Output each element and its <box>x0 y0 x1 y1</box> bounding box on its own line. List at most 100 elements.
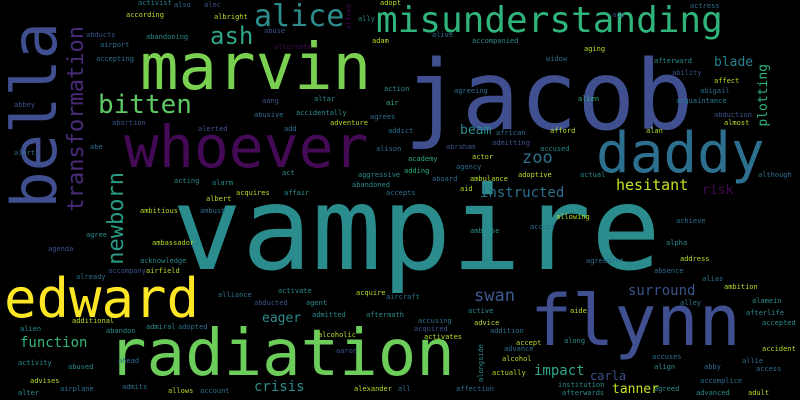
word-agrees: agrees <box>370 113 396 121</box>
word-transformation: transformation <box>64 26 89 212</box>
word-allie: allie <box>742 357 764 365</box>
word-alias: alias <box>702 275 724 283</box>
word-alfred: alfred <box>345 4 353 30</box>
word-aboard: aboard <box>432 175 458 183</box>
word-daddy: daddy <box>596 121 765 186</box>
word-alternate: alternate <box>274 43 312 51</box>
word-abigail: abigail <box>700 87 730 95</box>
word-marvin: marvin <box>140 31 372 105</box>
word-agreement: agreement <box>586 257 624 265</box>
word-ambush: ambush <box>200 207 226 215</box>
word-instructed: instructed <box>480 185 565 201</box>
word-affect: affect <box>714 77 740 85</box>
word-abe: abe <box>90 143 103 151</box>
word-acting: acting <box>174 177 200 185</box>
word-almost: almost <box>724 119 750 127</box>
word-advises: advises <box>30 377 60 385</box>
word-adopt: adopt <box>380 0 402 7</box>
word-agenda: agenda <box>48 245 74 253</box>
word-vampire: vampire <box>172 162 661 297</box>
word-edward: edward <box>4 267 200 330</box>
word-also: also <box>174 1 191 9</box>
word-accepts: accepts <box>386 189 416 197</box>
word-ambrose: ambrose <box>470 227 500 235</box>
word-add: add <box>284 125 297 133</box>
word-aggressive: aggressive <box>358 171 401 179</box>
word-admiral: admiral <box>146 323 176 331</box>
word-alpha: alpha <box>666 239 688 247</box>
word-accused: accused <box>540 145 570 153</box>
word-allowing: allowing <box>556 213 590 221</box>
word-acquire: acquire <box>356 289 386 297</box>
word-ahead: ahead <box>118 357 140 365</box>
word-abduction: abduction <box>714 111 752 119</box>
word-misunderstanding: misunderstanding <box>376 0 723 41</box>
word-agency: agency <box>456 163 482 171</box>
word-eager: eager <box>262 311 302 326</box>
word-affair: affair <box>284 189 310 197</box>
word-admits: admits <box>122 383 148 391</box>
word-accepting: accepting <box>96 55 134 63</box>
word-aaron: aaron <box>336 347 358 355</box>
word-act: act <box>282 169 295 177</box>
word-abbey: abbey <box>14 101 36 109</box>
word-activates: activates <box>424 333 462 341</box>
word-acquaintance: acquaintance <box>676 97 727 105</box>
word-agreed: agreed <box>654 385 680 393</box>
word-newborn: newborn <box>104 172 129 265</box>
word-african: african <box>496 129 526 137</box>
word-adult: adult <box>748 389 770 397</box>
word-alongside: alongside <box>477 344 485 382</box>
word-ambassador: ambassador <box>152 239 195 247</box>
word-abducts: abducts <box>86 31 116 39</box>
word-admitting: admitting <box>492 139 530 147</box>
word-alter: alter <box>18 389 40 397</box>
word-actual: actual <box>580 171 606 179</box>
word-agree: agree <box>86 231 108 239</box>
word-aang: aang <box>262 97 279 105</box>
word-risk: risk <box>702 183 734 198</box>
word-activate: activate <box>278 287 312 295</box>
word-altar: altar <box>314 95 336 103</box>
word-institution: institution <box>558 381 605 389</box>
word-zoo: zoo <box>522 148 553 168</box>
word-alexander: alexander <box>354 385 392 393</box>
word-abused: abused <box>68 363 94 371</box>
word-actor: actor <box>472 153 494 161</box>
word-acknowledge: acknowledge <box>140 257 187 265</box>
word-adventure: adventure <box>330 119 368 127</box>
word-widow: widow <box>546 55 568 63</box>
word-alliance: alliance <box>218 291 252 299</box>
word-alice: alice <box>254 0 345 34</box>
word-abandoning: abandoning <box>146 33 189 41</box>
word-aftermath: aftermath <box>366 311 404 319</box>
word-bella: bella <box>0 22 71 209</box>
word-abducted: abducted <box>254 299 288 307</box>
word-ambitious: ambitious <box>140 207 178 215</box>
word-access: access <box>756 365 782 373</box>
word-alison: alison <box>376 145 402 153</box>
word-crisis: crisis <box>254 379 305 395</box>
word-adopted: adopted <box>178 323 208 331</box>
word-according: according <box>126 11 164 19</box>
word-radiation: radiation <box>108 317 455 391</box>
word-actually: actually <box>492 369 526 377</box>
word-ally: ally <box>358 15 375 23</box>
word-alive: alive <box>432 31 454 39</box>
word-action: action <box>384 85 410 93</box>
word-alcoholic: alcoholic <box>318 331 356 339</box>
word-alert: alert <box>14 149 36 157</box>
word-already: already <box>76 273 106 281</box>
word-ambulance: ambulance <box>470 175 508 183</box>
word-air: air <box>386 99 399 107</box>
word-jacob: jacob <box>404 40 693 152</box>
word-alcohol: alcohol <box>502 355 532 363</box>
word-account: account <box>200 387 230 395</box>
word-actress: actress <box>690 2 720 10</box>
word-acquired: acquired <box>414 325 448 333</box>
word-alamein: alamein <box>752 297 782 305</box>
word-alien: alien <box>578 95 600 103</box>
word-whoever: whoever <box>124 113 369 181</box>
word-alley: alley <box>680 299 702 307</box>
word-accomplice: accomplice <box>700 377 743 385</box>
